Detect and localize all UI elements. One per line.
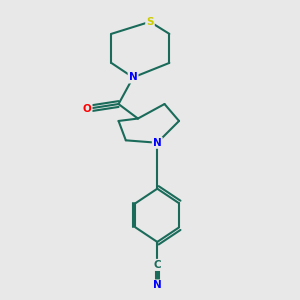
Text: O: O: [83, 104, 92, 114]
Text: N: N: [153, 280, 162, 290]
Text: C: C: [153, 260, 161, 270]
Text: N: N: [153, 138, 162, 148]
Text: S: S: [146, 17, 154, 27]
Text: N: N: [129, 72, 137, 82]
